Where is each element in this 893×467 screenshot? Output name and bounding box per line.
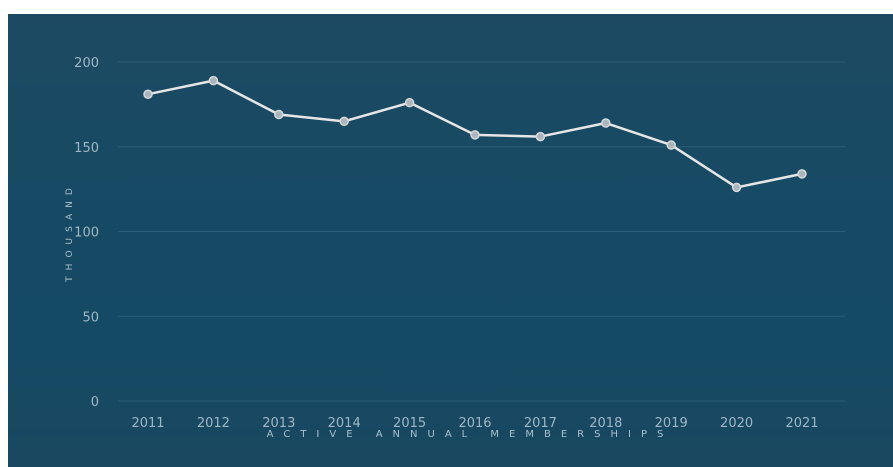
- data-point-2014: [339, 116, 349, 127]
- data-point-2021: [797, 169, 807, 179]
- x-tick-label: 2021: [785, 416, 818, 431]
- data-point-2020: [731, 182, 742, 193]
- x-axis-ticks: 2011 2012 2013 2014 2015 2016 2017 2018 2019 2020…: [131, 416, 818, 431]
- x-tick-label: 2018: [589, 416, 622, 431]
- y-tick-label: 200: [74, 56, 99, 71]
- x-tick-label: 2014: [328, 416, 361, 431]
- data-point-2017: [535, 131, 546, 142]
- y-tick-label: 100: [74, 226, 99, 241]
- data-point-2015: [404, 97, 415, 108]
- x-tick-label: 2011: [131, 416, 164, 431]
- x-tick-label: 2017: [524, 416, 557, 431]
- y-tick-label: 150: [74, 141, 99, 156]
- data-point-2018: [601, 118, 611, 128]
- y-tick-label: 50: [82, 310, 99, 325]
- x-tick-label: 2012: [197, 416, 230, 431]
- data-point-2019: [666, 140, 676, 150]
- x-tick-label: 2020: [720, 416, 753, 431]
- series-layer: [143, 75, 807, 193]
- y-axis-ticks: 0 50 100 150 200: [74, 56, 99, 410]
- gridlines: [118, 61, 845, 402]
- chart-panel: [8, 14, 893, 467]
- data-point-2011: [143, 89, 153, 99]
- x-tick-label: 2015: [393, 416, 426, 431]
- x-tick-label: 2016: [458, 416, 491, 431]
- x-tick-label: 2013: [262, 416, 295, 431]
- x-tick-label: 2019: [655, 416, 688, 431]
- y-tick-label: 0: [91, 395, 99, 410]
- y-axis-title: THOUSAND: [65, 182, 75, 283]
- x-axis-title: ACTIVE ANNUAL MEMBERSHIPS: [267, 429, 674, 440]
- data-point-2016: [470, 130, 480, 140]
- data-point-2013: [274, 109, 284, 120]
- data-point-2012: [208, 75, 219, 86]
